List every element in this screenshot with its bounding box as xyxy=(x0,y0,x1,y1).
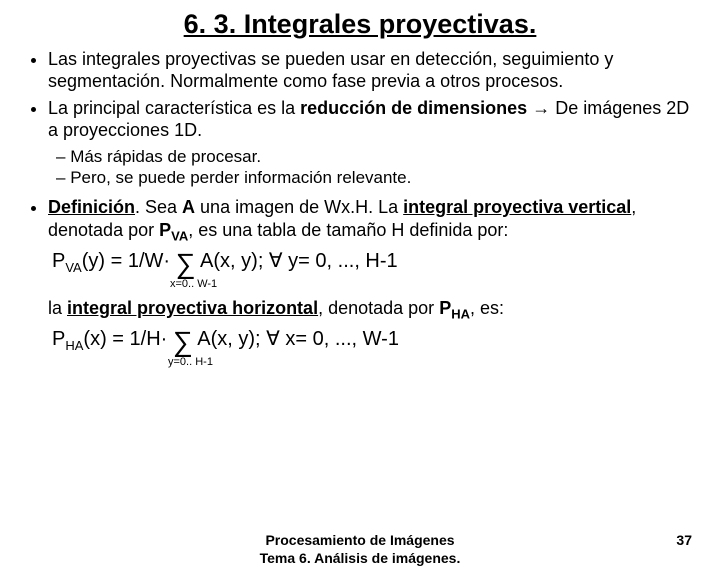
bullet-2: La principal característica es la reducc… xyxy=(48,97,700,142)
f1-idx: x=0.. W-1 xyxy=(170,278,700,292)
f2-rhs: A(x, y); ∀ x= 0, ..., W-1 xyxy=(193,328,399,350)
sum-icon-2: ∑ xyxy=(173,328,193,356)
def-t2: una imagen de Wx.H. La xyxy=(195,197,403,217)
f1-rhs: A(x, y); ∀ y= 0, ..., H-1 xyxy=(196,250,398,272)
footer-center: Procesamiento de Imágenes Tema 6. Anális… xyxy=(0,532,720,567)
formula-2: PHA(x) = 1/H· ∑ A(x, y); ∀ x= 0, ..., W-… xyxy=(52,327,700,370)
formula-1: PVA(y) = 1/W· ∑ A(x, y); ∀ y= 0, ..., H-… xyxy=(52,249,700,292)
h-bold: integral proyectiva horizontal xyxy=(67,298,318,318)
footer-line-1: Procesamiento de Imágenes xyxy=(265,532,454,548)
footer-line-2: Tema 6. Análisis de imágenes. xyxy=(260,550,461,566)
def-label: Definición xyxy=(48,197,135,217)
sub-2: Pero, se puede perder información releva… xyxy=(56,167,700,188)
h-pre: la xyxy=(48,298,67,318)
def-pva-sub: VA xyxy=(171,228,188,243)
bullet-2-pre: La principal característica es la xyxy=(48,98,300,118)
sub-1: Más rápidas de procesar. xyxy=(56,146,700,167)
f2-mid: (x) = 1/H· xyxy=(83,328,172,350)
f1-sub: VA xyxy=(65,260,81,275)
f2-lhs: P xyxy=(52,328,65,350)
sub-list: Más rápidas de procesar. Pero, se puede … xyxy=(20,146,700,189)
page-number: 37 xyxy=(676,532,692,550)
def-t4: , es una tabla de tamaño H definida por: xyxy=(188,220,508,240)
h-post: , es: xyxy=(470,298,504,318)
horiz-para: la integral proyectiva horizontal, denot… xyxy=(48,297,700,323)
slide-body: 6. 3. Integrales proyectivas. Las integr… xyxy=(0,0,720,370)
main-list: Las integrales proyectivas se pueden usa… xyxy=(20,48,700,142)
h-p: P xyxy=(439,298,451,318)
def-bold2: integral proyectiva vertical xyxy=(403,197,631,217)
f1-mid: (y) = 1/W· xyxy=(82,250,176,272)
bullet-2-bold: reducción de dimensiones xyxy=(300,98,527,118)
f1-lhs: P xyxy=(52,250,65,272)
def-pva: P xyxy=(159,220,171,240)
def-list: Definición. Sea A una imagen de Wx.H. La… xyxy=(20,196,700,244)
slide-title: 6. 3. Integrales proyectivas. xyxy=(20,8,700,42)
h-mid: , denotada por xyxy=(318,298,439,318)
definition: Definición. Sea A una imagen de Wx.H. La… xyxy=(48,196,700,244)
f2-sub: HA xyxy=(65,338,83,353)
sum-icon: ∑ xyxy=(176,250,196,278)
bullet-1: Las integrales proyectivas se pueden usa… xyxy=(48,48,700,93)
f2-idx: y=0.. H-1 xyxy=(168,356,700,370)
def-t1: . Sea xyxy=(135,197,182,217)
def-A: A xyxy=(182,197,195,217)
h-sub: HA xyxy=(451,307,470,322)
